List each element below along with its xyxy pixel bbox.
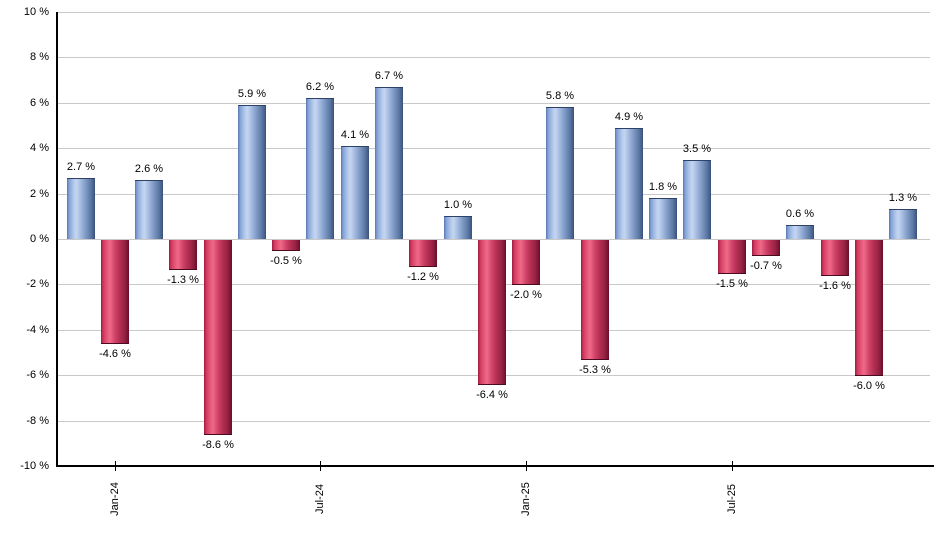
y-axis-line xyxy=(56,12,58,467)
bar-negative xyxy=(169,240,197,270)
bar-value-label: -6.0 % xyxy=(853,380,885,392)
bar-value-label: 1.0 % xyxy=(443,199,473,211)
bar-value-label: 2.7 % xyxy=(66,161,96,173)
bar-positive xyxy=(889,209,917,239)
bar-positive xyxy=(341,146,369,239)
bar-positive xyxy=(444,216,472,239)
bar-negative xyxy=(101,240,129,344)
bar-positive xyxy=(306,98,334,239)
x-axis-tick-label: Jul-25 xyxy=(726,484,738,514)
bar-value-label: -2.0 % xyxy=(510,289,542,301)
bar-value-label: 5.8 % xyxy=(545,90,575,102)
bar-value-label: 4.1 % xyxy=(340,129,370,141)
bar-value-label: -1.6 % xyxy=(819,280,851,292)
y-axis-tick-label: 0 % xyxy=(30,233,49,245)
bar-value-label: -8.6 % xyxy=(202,439,234,451)
bar-value-label: -1.5 % xyxy=(716,278,748,290)
bar-value-label: 4.9 % xyxy=(614,111,644,123)
bar-value-label: 5.9 % xyxy=(237,88,267,100)
bar-positive xyxy=(135,180,163,239)
bar-positive xyxy=(375,87,403,239)
gridline xyxy=(57,421,930,422)
gridline xyxy=(57,12,930,13)
y-axis-tick-label: 10 % xyxy=(23,6,49,18)
y-axis-tick-label: -2 % xyxy=(26,278,49,290)
bar-value-label: -6.4 % xyxy=(476,389,508,401)
bar-negative xyxy=(821,240,849,276)
bar-negative xyxy=(855,240,883,376)
gridline xyxy=(57,239,930,240)
bar-negative xyxy=(478,240,506,385)
x-axis-line xyxy=(56,465,934,467)
bar-positive xyxy=(786,225,814,239)
bar-value-label: -4.6 % xyxy=(99,348,131,360)
bar-value-label: 6.2 % xyxy=(305,81,335,93)
bar-value-label: -0.7 % xyxy=(750,260,782,272)
bar-value-label: 3.5 % xyxy=(682,143,712,155)
y-axis-tick-label: 8 % xyxy=(30,51,49,63)
bar-positive xyxy=(546,107,574,239)
bar-value-label: -5.3 % xyxy=(579,364,611,376)
bar-positive xyxy=(67,178,95,239)
bar-value-label: 6.7 % xyxy=(374,70,404,82)
y-axis-tick-label: -10 % xyxy=(20,460,49,472)
y-axis-tick-label: 6 % xyxy=(30,97,49,109)
bar-positive xyxy=(649,198,677,239)
gridline xyxy=(57,103,930,104)
gridline xyxy=(57,194,930,195)
bar-positive xyxy=(683,160,711,239)
bar-negative xyxy=(581,240,609,360)
y-axis-tick-label: 4 % xyxy=(30,142,49,154)
bar-negative xyxy=(718,240,746,274)
y-axis-tick-label: -6 % xyxy=(26,369,49,381)
bar-value-label: 2.6 % xyxy=(134,163,164,175)
gridline xyxy=(57,148,930,149)
bar-value-label: 1.3 % xyxy=(888,192,918,204)
bar-negative xyxy=(512,240,540,285)
bar-value-label: -0.5 % xyxy=(270,255,302,267)
gridline xyxy=(57,57,930,58)
bar-negative xyxy=(272,240,300,251)
y-axis-tick-label: -4 % xyxy=(26,324,49,336)
x-axis-tick-label: Jul-24 xyxy=(314,484,326,514)
bar-value-label: -1.2 % xyxy=(407,271,439,283)
y-axis-tick-label: 2 % xyxy=(30,188,49,200)
x-axis-tick-label: Jan-25 xyxy=(520,482,532,516)
bar-value-label: 1.8 % xyxy=(648,181,678,193)
bar-positive xyxy=(615,128,643,239)
bar-positive xyxy=(238,105,266,239)
x-axis-tick-label: Jan-24 xyxy=(109,482,121,516)
bar-negative xyxy=(409,240,437,267)
bar-negative xyxy=(204,240,232,435)
bar-value-label: 0.6 % xyxy=(785,208,815,220)
bar-negative xyxy=(752,240,780,256)
bar-value-label: -1.3 % xyxy=(167,274,199,286)
y-axis-tick-label: -8 % xyxy=(26,415,49,427)
